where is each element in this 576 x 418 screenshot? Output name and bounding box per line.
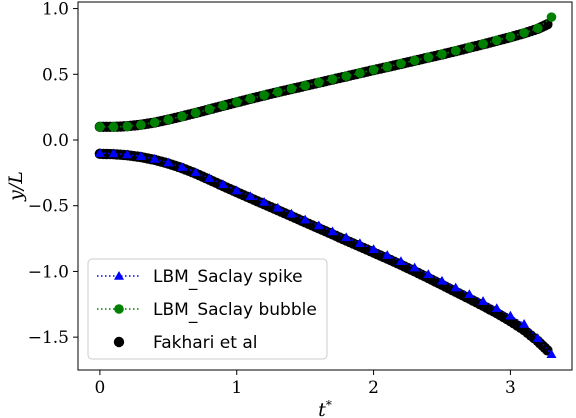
- spike-marker: [368, 244, 379, 253]
- bubble-marker: [437, 49, 447, 59]
- spike-marker: [204, 173, 215, 182]
- bubble-marker: [149, 117, 160, 128]
- spike-marker: [231, 185, 242, 195]
- bubble-marker: [423, 52, 434, 63]
- spike-marker: [272, 202, 283, 212]
- bubble-marker: [341, 71, 352, 81]
- bubble-marker: [409, 55, 420, 66]
- spike-marker: [423, 269, 434, 278]
- bubble-marker: [368, 65, 379, 75]
- spike-marker: [437, 275, 447, 285]
- bubble-marker: [218, 100, 228, 111]
- bubble-marker: [505, 32, 516, 42]
- bubble-marker: [478, 39, 488, 49]
- lbm-series-layer: [94, 12, 557, 358]
- bubble-marker: [245, 93, 256, 104]
- spike-marker: [313, 220, 324, 230]
- legend-box: [87, 258, 328, 360]
- spike-marker: [190, 167, 201, 177]
- plot-frame: [77, 1, 573, 371]
- bubble-marker: [272, 87, 283, 97]
- bubble-marker: [464, 42, 475, 53]
- spike-line: [99, 152, 553, 355]
- reference-point: [542, 19, 553, 30]
- x-tick-label: 2: [368, 378, 379, 398]
- legend-label: Fakhari et al: [153, 333, 257, 353]
- spike-marker: [409, 262, 420, 272]
- spike-marker: [149, 154, 160, 163]
- y-tick-label: 0.5: [42, 65, 69, 85]
- spike-marker: [382, 250, 393, 259]
- bubble-marker: [519, 28, 529, 38]
- spike-marker: [218, 179, 229, 189]
- bubble-marker: [259, 90, 269, 100]
- bubble-marker: [190, 107, 201, 118]
- spike-marker: [259, 197, 270, 206]
- spike-marker: [163, 157, 174, 167]
- bubble-marker: [546, 12, 557, 22]
- bubble-marker: [355, 68, 365, 78]
- y-axis-label: y/L: [5, 171, 27, 202]
- axis-ticks: 0 1 2 3 1.0 0.5 0.0 −0.5 −1.0 −1.5: [28, 0, 516, 398]
- legend-item: Fakhari et al: [113, 333, 257, 353]
- spike-marker: [354, 238, 365, 248]
- spike-marker: [464, 289, 475, 299]
- spike-marker: [450, 282, 461, 292]
- x-axis-label: t*: [318, 398, 332, 418]
- spike-marker: [177, 162, 187, 171]
- spike-marker: [546, 349, 557, 358]
- spike-marker: [245, 191, 256, 201]
- bubble-marker: [122, 121, 133, 132]
- bubble-line: [99, 16, 552, 128]
- bubble-marker: [382, 61, 393, 72]
- spike-marker: [122, 149, 133, 159]
- spike-marker: [300, 214, 311, 224]
- spike-marker: [491, 303, 502, 312]
- spike-marker: [519, 319, 530, 328]
- spike-marker: [94, 148, 105, 157]
- x-tick-label: 0: [94, 378, 105, 398]
- spike-marker: [505, 310, 516, 320]
- spike-marker: [395, 256, 406, 266]
- spike-marker: [108, 148, 119, 158]
- y-tick-label: 1.0: [42, 0, 69, 20]
- bubble-marker: [532, 23, 543, 34]
- bubble-marker: [396, 58, 406, 69]
- bubble-marker: [177, 111, 187, 122]
- bubble-marker: [204, 104, 215, 115]
- x-tick-label: 3: [505, 378, 516, 398]
- spike-marker: [532, 333, 543, 342]
- bubble-marker: [231, 97, 242, 107]
- bubble-marker: [163, 114, 174, 125]
- spike-marker: [327, 226, 338, 236]
- bubble-marker: [286, 83, 297, 94]
- bubble-marker: [108, 122, 119, 132]
- bubble-marker: [95, 122, 105, 132]
- y-tick-label: −0.5: [28, 197, 69, 217]
- spike-marker: [341, 232, 352, 242]
- bubble-marker: [450, 45, 461, 56]
- spike-marker: [478, 296, 489, 305]
- bubble-marker: [491, 35, 502, 46]
- y-tick-label: −1.0: [28, 262, 69, 282]
- bubble-marker: [327, 74, 338, 85]
- bubble-marker: [314, 77, 324, 88]
- bubble-marker: [136, 120, 146, 130]
- y-tick-label: −1.5: [28, 328, 69, 348]
- x-tick-label: 1: [231, 378, 242, 398]
- bubble-marker: [300, 80, 310, 91]
- spike-marker: [135, 151, 146, 161]
- legend-marker: [113, 336, 125, 348]
- legend-marker: [114, 271, 124, 280]
- y-tick-label: 0.0: [42, 131, 69, 151]
- legend-marker: [114, 304, 124, 314]
- spike-marker: [286, 208, 297, 218]
